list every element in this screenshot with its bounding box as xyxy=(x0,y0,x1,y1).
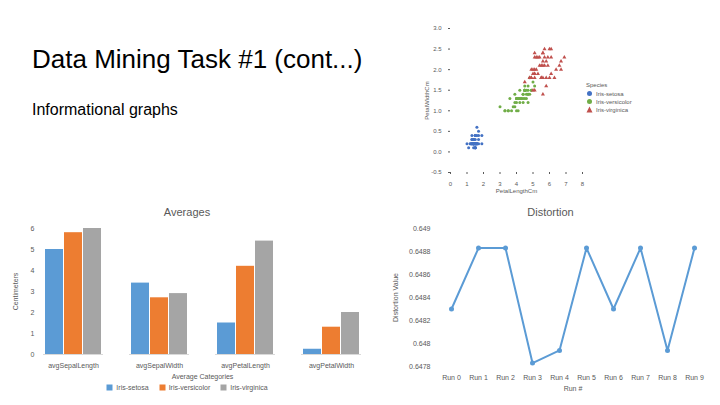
svg-text:2: 2 xyxy=(482,181,486,187)
svg-text:Run 4: Run 4 xyxy=(550,374,569,381)
svg-text:-0.5: -0.5 xyxy=(431,169,442,175)
svg-text:Run 5: Run 5 xyxy=(577,374,596,381)
html-text:Iris-virginica: Iris-virginica xyxy=(230,384,268,391)
html-text:Iris-setosa: Iris-setosa xyxy=(116,384,149,391)
html-text:Iris-virginica: Iris-virginica xyxy=(596,106,628,113)
svg-text:PetalLengthCm: PetalLengthCm xyxy=(496,188,537,194)
svg-text:1: 1 xyxy=(465,181,469,187)
svg-text:8: 8 xyxy=(581,181,585,187)
svg-text:0.6486: 0.6486 xyxy=(409,271,431,278)
html-text:Data Mining Task #1 (cont...): Data Mining Task #1 (cont...) xyxy=(32,44,363,74)
svg-text:0.649: 0.649 xyxy=(413,225,431,232)
svg-text:PetalWidthCm: PetalWidthCm xyxy=(424,81,430,119)
html-text:Iris-setosa: Iris-setosa xyxy=(596,90,624,97)
svg-text:2.5: 2.5 xyxy=(433,46,442,52)
svg-text:1.0: 1.0 xyxy=(433,108,442,114)
html-text:Iris-versicolor: Iris-versicolor xyxy=(596,98,632,105)
svg-text:3.0: 3.0 xyxy=(433,25,442,31)
svg-text:4: 4 xyxy=(31,267,35,274)
svg-text:Run 0: Run 0 xyxy=(442,374,461,381)
html-text:Informational graphs: Informational graphs xyxy=(32,101,178,118)
svg-text:7: 7 xyxy=(564,181,568,187)
html-text:Distortion: Distortion xyxy=(527,206,574,218)
html-text:Averages: Averages xyxy=(163,206,211,218)
svg-text:1.5: 1.5 xyxy=(433,87,442,93)
svg-text:0.0: 0.0 xyxy=(433,149,442,155)
svg-text:Distortion Value: Distortion Value xyxy=(392,273,399,322)
svg-text:3: 3 xyxy=(31,288,35,295)
svg-text:avgSepalLength: avgSepalLength xyxy=(48,362,99,370)
svg-text:0: 0 xyxy=(31,351,35,358)
svg-text:Run #: Run # xyxy=(564,385,583,392)
svg-text:0.6488: 0.6488 xyxy=(409,248,431,255)
svg-text:Run 3: Run 3 xyxy=(523,374,542,381)
svg-text:2: 2 xyxy=(31,309,35,316)
svg-text:avgSepalWidth: avgSepalWidth xyxy=(136,362,183,370)
svg-text:4: 4 xyxy=(515,181,519,187)
svg-text:Run 6: Run 6 xyxy=(604,374,623,381)
svg-text:avgPetalWidth: avgPetalWidth xyxy=(309,362,354,370)
svg-text:Run 8: Run 8 xyxy=(658,374,677,381)
svg-text:5: 5 xyxy=(31,246,35,253)
svg-text:0.6482: 0.6482 xyxy=(409,317,431,324)
svg-text:Run 2: Run 2 xyxy=(496,374,515,381)
svg-text:6: 6 xyxy=(548,181,552,187)
svg-text:0.648: 0.648 xyxy=(413,340,431,347)
svg-text:1: 1 xyxy=(31,330,35,337)
svg-text:Run 9: Run 9 xyxy=(685,374,704,381)
svg-text:0.6484: 0.6484 xyxy=(409,294,431,301)
svg-text:Run 7: Run 7 xyxy=(631,374,650,381)
svg-text:Run 1: Run 1 xyxy=(469,374,488,381)
svg-text:0.5: 0.5 xyxy=(433,128,442,134)
svg-text:0: 0 xyxy=(449,181,453,187)
svg-text:2.0: 2.0 xyxy=(433,67,442,73)
svg-text:avgPetalLength: avgPetalLength xyxy=(221,362,270,370)
svg-text:3: 3 xyxy=(498,181,502,187)
html-text:Iris-versicolor: Iris-versicolor xyxy=(168,384,211,391)
html-text:Species: Species xyxy=(586,82,608,88)
svg-text:6: 6 xyxy=(31,225,35,232)
svg-text:Average Categories: Average Categories xyxy=(172,373,234,381)
svg-text:5: 5 xyxy=(531,181,535,187)
svg-text:Centimeters: Centimeters xyxy=(12,272,19,310)
svg-text:0.6478: 0.6478 xyxy=(409,363,431,370)
